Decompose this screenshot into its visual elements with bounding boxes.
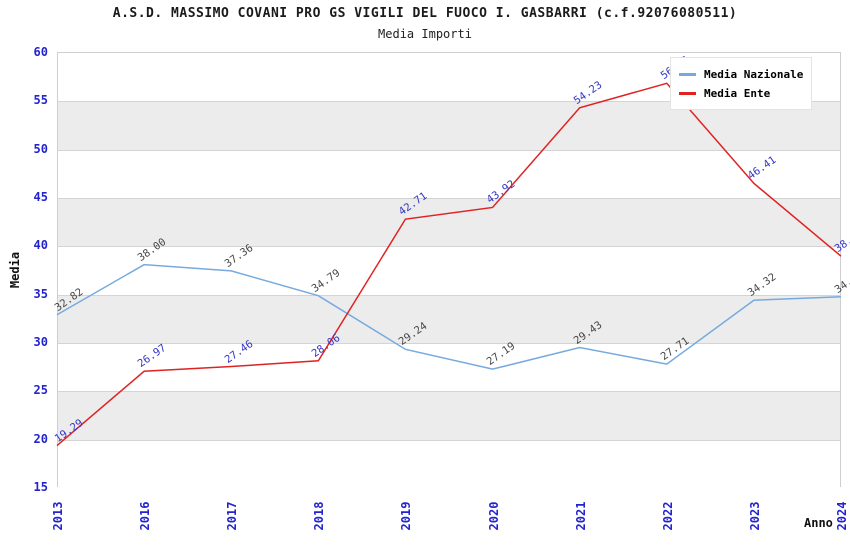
plot-band xyxy=(58,246,840,295)
y-tick-label: 25 xyxy=(33,383,48,398)
y-tick-label: 30 xyxy=(33,335,48,349)
gridline xyxy=(58,149,840,151)
x-tick-label: 2019 xyxy=(399,501,414,531)
gridline xyxy=(58,343,840,344)
gridline xyxy=(58,391,840,393)
legend-swatch-media-ente xyxy=(679,92,696,95)
gridline xyxy=(58,439,840,441)
y-tick-label: 45 xyxy=(33,190,48,204)
y-tick-label: 20 xyxy=(33,431,48,446)
x-axis-label: Anno xyxy=(804,516,833,530)
y-tick-label: 35 xyxy=(33,286,48,301)
plot-band xyxy=(58,391,840,440)
x-tick-label: 2016 xyxy=(138,501,153,531)
y-tick-label: 40 xyxy=(33,238,48,253)
plot-band xyxy=(58,439,840,488)
chart-subtitle: Media Importi xyxy=(378,27,472,41)
legend-label-media-ente: Media Ente xyxy=(704,87,771,100)
gridline xyxy=(58,294,840,296)
y-tick-label: 50 xyxy=(33,141,48,156)
legend-swatch-media-nazionale xyxy=(679,73,696,76)
legend-item-media-ente: Media Ente xyxy=(679,84,803,103)
plot-band xyxy=(58,149,840,198)
legend-label-media-nazionale: Media Nazionale xyxy=(704,68,804,81)
y-tick-label: 60 xyxy=(33,45,48,59)
chart-title: A.S.D. MASSIMO COVANI PRO GS VIGILI DEL … xyxy=(112,6,738,21)
plot-band xyxy=(58,198,840,247)
legend: Media Nazionale Media Ente xyxy=(670,57,812,110)
legend-item-media-nazionale: Media Nazionale xyxy=(679,65,803,84)
y-tick-label: 55 xyxy=(33,93,48,108)
gridline xyxy=(58,198,840,199)
plot-band xyxy=(58,294,840,343)
y-axis-label: Media xyxy=(8,251,22,289)
x-tick-label: 2024 xyxy=(835,501,849,531)
gridline xyxy=(58,246,840,248)
y-tick-label: 15 xyxy=(33,480,48,494)
x-tick-label: 2021 xyxy=(573,501,588,531)
plot-band xyxy=(58,343,840,392)
x-tick-label: 2018 xyxy=(312,501,327,531)
x-tick-label: 2017 xyxy=(225,501,240,531)
x-tick-label: 2020 xyxy=(486,501,501,531)
x-tick-label: 2022 xyxy=(660,501,675,531)
plot-area xyxy=(57,52,841,488)
x-tick-label: 2023 xyxy=(747,501,762,531)
x-tick-label: 2013 xyxy=(51,501,65,531)
